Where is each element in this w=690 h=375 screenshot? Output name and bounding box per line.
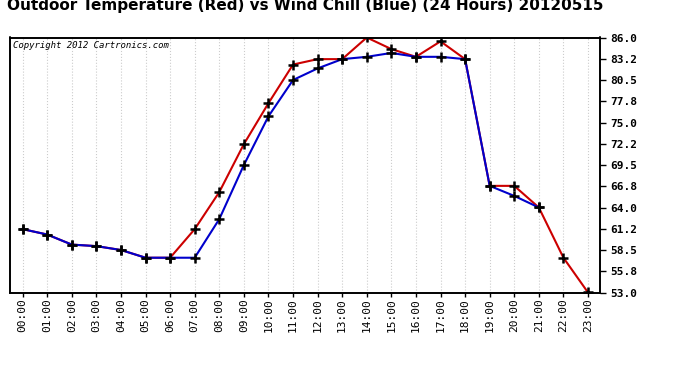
Text: Copyright 2012 Cartronics.com: Copyright 2012 Cartronics.com xyxy=(13,41,169,50)
Text: Outdoor Temperature (Red) vs Wind Chill (Blue) (24 Hours) 20120515: Outdoor Temperature (Red) vs Wind Chill … xyxy=(7,0,604,13)
